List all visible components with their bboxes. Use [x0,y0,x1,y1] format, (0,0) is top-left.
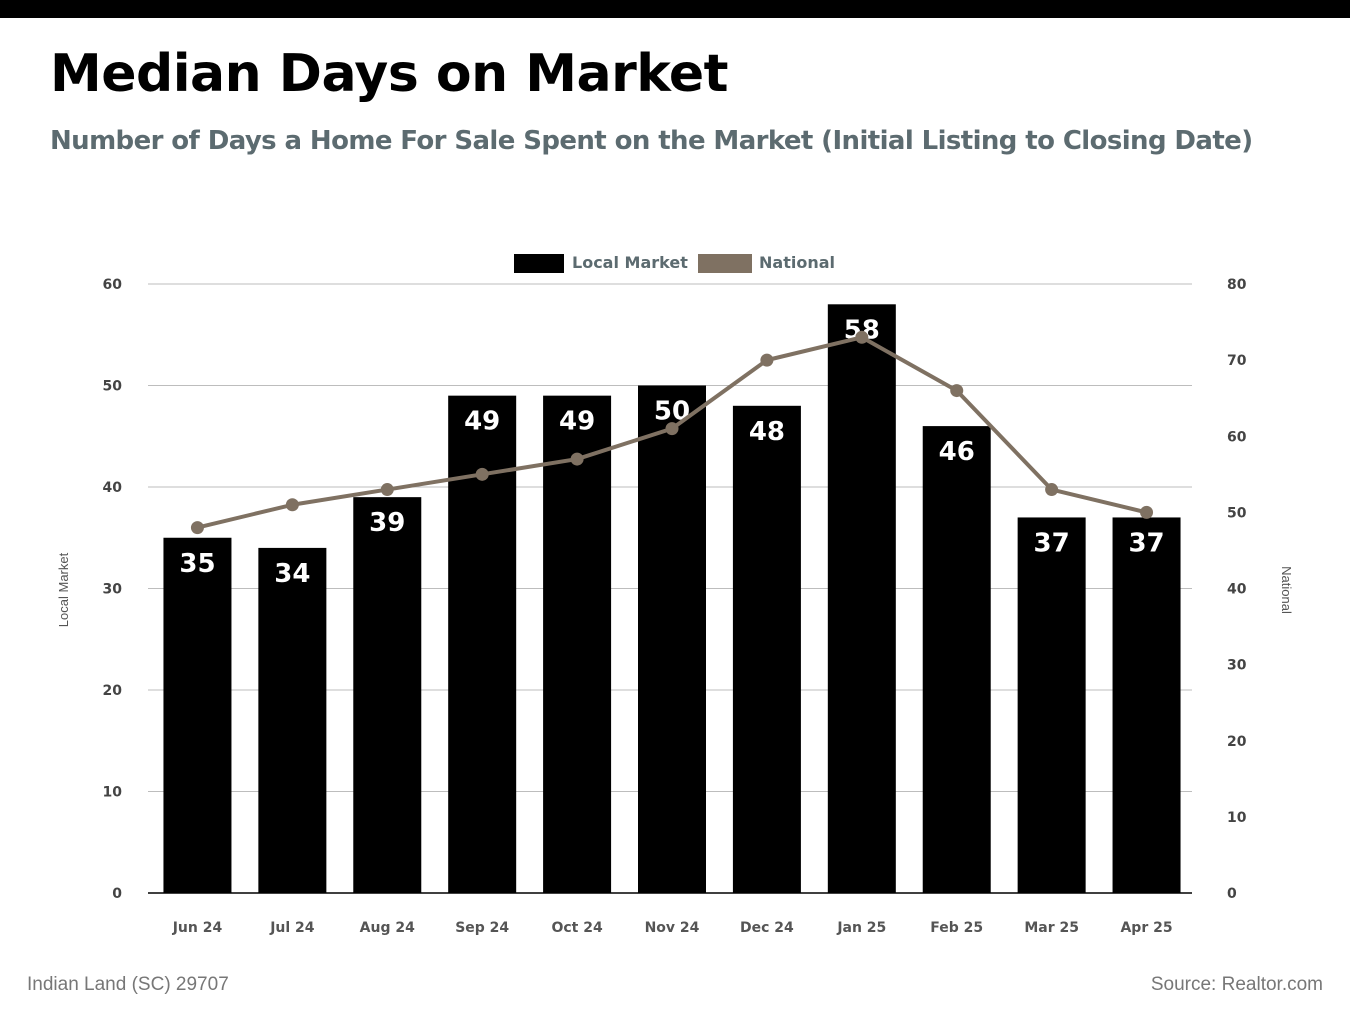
bar [543,395,612,893]
legend-swatch-national [698,254,752,273]
bar [353,497,422,893]
x-tick-label: Apr 25 [1120,920,1172,936]
page-title: Median Days on Market [50,44,729,104]
y2-axis-title: National [1279,566,1294,614]
y-tick-label: 10 [103,785,123,801]
national-point [380,483,394,497]
bar [732,405,801,893]
y2-tick-label: 80 [1227,277,1247,293]
x-tick-label: Feb 25 [930,920,983,936]
national-point [475,467,489,481]
legend-swatch-local [514,254,564,273]
national-point [950,384,964,398]
bar [1112,517,1181,893]
national-point [285,498,299,512]
bar-value-label: 34 [274,559,310,589]
national-point [665,422,679,436]
national-point [1045,483,1059,497]
x-tick-label: Aug 24 [360,920,415,936]
y2-tick-label: 30 [1227,658,1247,674]
bar [638,385,706,893]
bar-value-label: 48 [749,417,785,447]
y-tick-label: 60 [103,277,123,293]
y-axis-title: Local Market [56,552,71,627]
y2-tick-label: 10 [1227,810,1247,826]
x-tick-label: Nov 24 [645,920,700,936]
bar-value-label: 37 [1128,528,1164,558]
x-tick-label: Oct 24 [551,920,603,936]
national-point [1140,505,1154,519]
bar-value-label: 39 [369,508,405,538]
bar-value-label: 50 [654,397,690,427]
y2-tick-label: 0 [1227,886,1237,902]
location-label: Indian Land (SC) 29707 [27,974,229,995]
bar [1017,517,1086,893]
legend-label-national: National [759,253,835,272]
national-point [190,521,204,535]
bar-value-label: 49 [464,407,500,437]
x-tick-label: Mar 25 [1024,920,1079,936]
y-tick-label: 50 [103,379,123,395]
page-subtitle: Number of Days a Home For Sale Spent on … [50,126,1253,156]
source-label: Source: Realtor.com [1150,974,1323,995]
y2-tick-label: 70 [1227,353,1247,369]
bar-value-label: 35 [179,549,215,579]
x-tick-label: Dec 24 [740,920,794,936]
y-tick-label: 30 [103,582,123,598]
x-tick-label: Sep 24 [455,920,509,936]
bar-value-label: 49 [559,407,595,437]
bar [258,547,327,893]
bar [827,304,896,893]
y2-tick-label: 50 [1227,505,1247,521]
y-tick-label: 40 [103,480,123,496]
national-point [760,353,774,367]
y2-tick-label: 60 [1227,429,1247,445]
y2-tick-label: 20 [1227,734,1247,750]
legend-label-local: Local Market [572,253,688,272]
top-bar [0,0,1350,18]
bar-value-label: 46 [939,437,975,467]
national-point [570,452,584,466]
x-tick-label: Jul 24 [269,920,315,936]
bar [163,537,232,893]
x-tick-label: Jun 24 [172,920,223,936]
bar [922,426,991,893]
bar-value-label: 37 [1034,528,1070,558]
x-tick-label: Jan 25 [836,920,886,936]
y-tick-label: 0 [112,886,122,902]
y2-tick-label: 40 [1227,582,1247,598]
national-point [855,330,869,344]
y-tick-label: 20 [103,683,123,699]
